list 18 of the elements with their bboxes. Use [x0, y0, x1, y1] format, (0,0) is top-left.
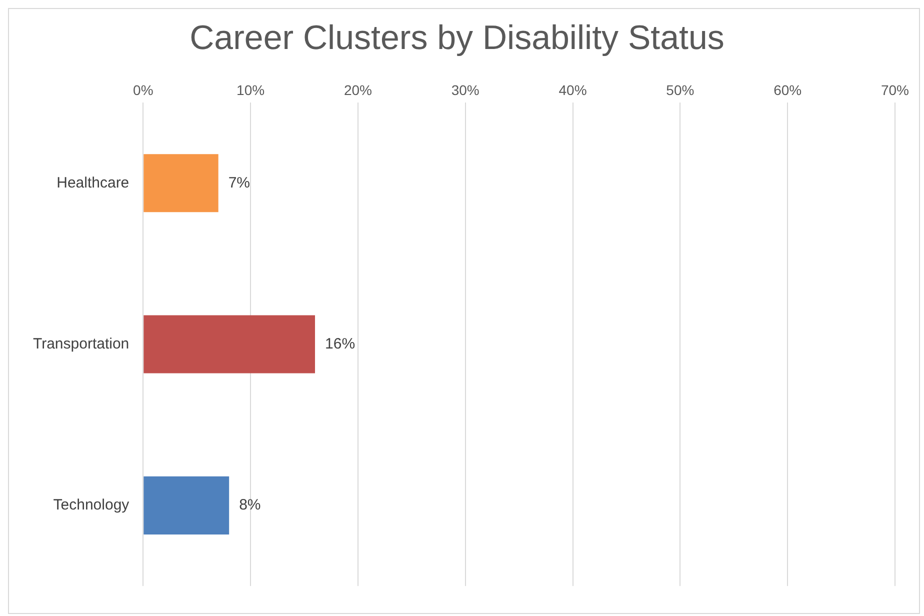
bar: [144, 154, 218, 212]
y-tick-label: Technology: [53, 496, 130, 514]
x-tick-label: 70%: [880, 82, 910, 98]
data-label: 7%: [228, 174, 250, 192]
data-label: 16%: [325, 335, 356, 352]
chart-title: Career Clusters by Disability Status: [190, 18, 724, 57]
x-tick-label: 60%: [774, 82, 802, 98]
y-tick-label: Healthcare: [56, 174, 130, 192]
x-tick-label: 10%: [236, 82, 265, 98]
x-tick-label: 0%: [133, 82, 154, 98]
x-tick-label: 50%: [666, 82, 694, 98]
x-tick-label: 20%: [344, 82, 372, 98]
data-label: 8%: [239, 496, 261, 514]
y-tick-label: Transportation: [32, 335, 130, 352]
bar: [144, 476, 230, 534]
x-tick-label: 30%: [451, 82, 480, 98]
x-tick-label: 40%: [558, 82, 587, 98]
bar: [144, 315, 316, 374]
